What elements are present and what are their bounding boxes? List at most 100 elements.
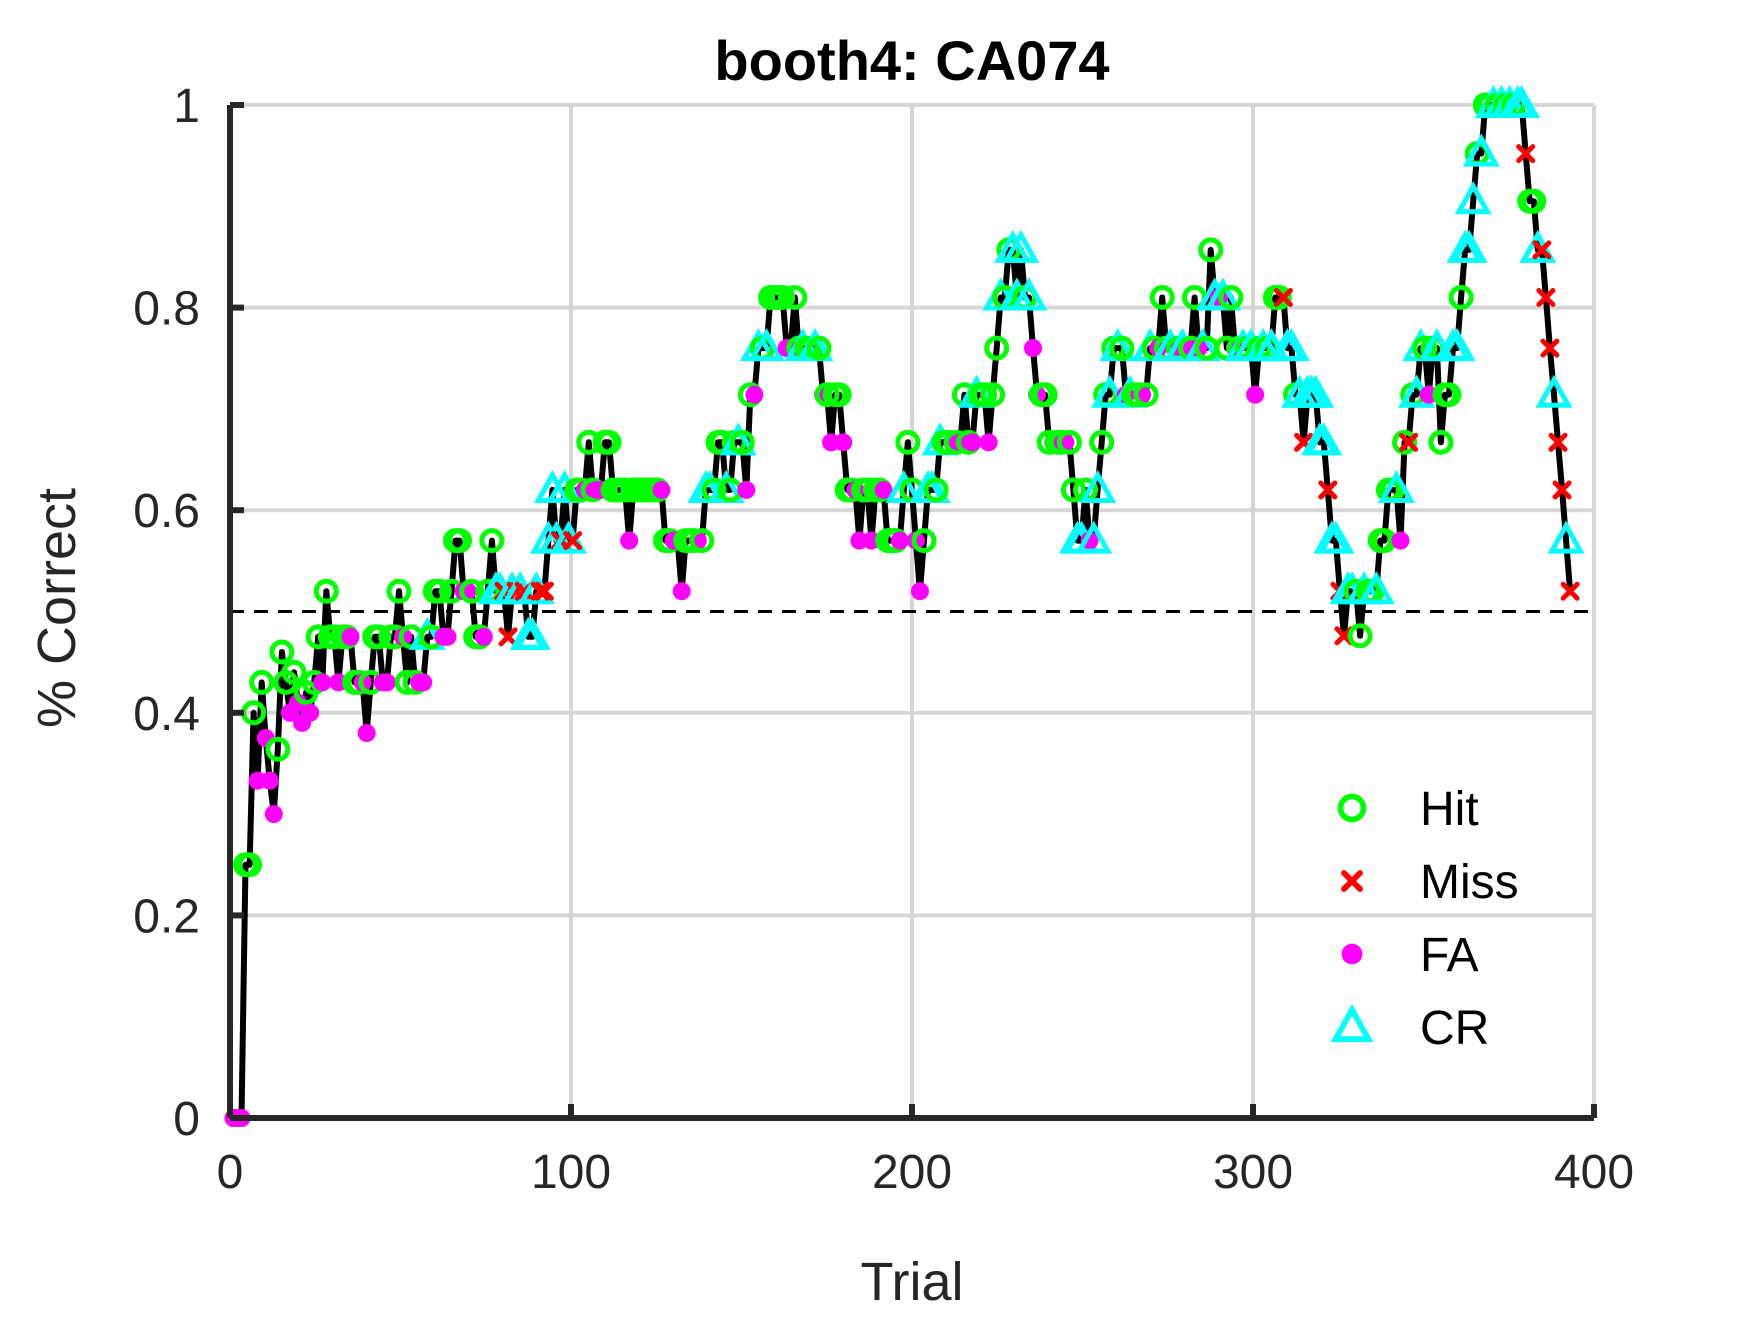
marker-hit	[1060, 477, 1086, 503]
marker-miss	[563, 531, 583, 551]
marker-cr	[1010, 277, 1048, 311]
marker-hit	[806, 335, 832, 361]
marker-miss-stroke	[1552, 480, 1572, 500]
marker-hit	[782, 284, 808, 310]
y-tick-label: 0.4	[133, 688, 200, 741]
marker-miss	[1516, 144, 1536, 164]
marker-cr	[1204, 277, 1242, 311]
marker-miss-stroke	[530, 581, 550, 601]
marker-hit	[459, 578, 485, 604]
marker-cr	[1091, 374, 1129, 408]
marker-cr	[1317, 520, 1355, 554]
marker-hit	[1436, 382, 1462, 408]
marker-hit	[980, 382, 1006, 408]
marker-fa	[357, 724, 376, 743]
marker-fa	[672, 582, 691, 601]
marker-hit	[1056, 429, 1082, 455]
marker-cr	[1438, 327, 1476, 362]
data-markers	[224, 84, 1585, 1127]
marker-fa	[438, 627, 457, 646]
marker-miss-stroke	[1294, 432, 1314, 452]
x-tick-label: 300	[1213, 1146, 1293, 1199]
marker-fa	[834, 433, 853, 452]
chart-title: booth4: CA074	[714, 29, 1109, 92]
marker-hit	[1109, 335, 1135, 361]
marker-miss	[1540, 338, 1560, 358]
marker-fa	[652, 480, 671, 499]
marker-fa	[910, 582, 929, 601]
marker-fa	[414, 673, 433, 692]
marker-hit	[1347, 623, 1373, 649]
marker-cr	[1547, 520, 1585, 554]
marker-cr	[885, 469, 923, 503]
x-tick-label: 0	[217, 1146, 244, 1199]
marker-hit	[447, 528, 473, 554]
marker-miss	[1273, 287, 1293, 307]
marker-miss-stroke	[534, 581, 554, 601]
marker-miss-stroke	[563, 531, 583, 551]
x-axis-label: Trial	[861, 1252, 964, 1312]
marker-miss-stroke	[1536, 287, 1556, 307]
marker-fa	[1391, 531, 1410, 550]
marker-fa	[264, 805, 283, 824]
marker-hit	[1089, 429, 1115, 455]
marker-miss	[1552, 480, 1572, 500]
marker-hit	[366, 624, 392, 650]
legend-label: CR	[1420, 1002, 1489, 1055]
legend-item-hit: Hit	[1337, 783, 1479, 836]
x-tick-label: 100	[531, 1146, 611, 1199]
marker-cr	[1079, 469, 1117, 503]
marker-miss	[1399, 432, 1419, 452]
marker-fa	[474, 627, 493, 646]
legend-item-miss: Miss	[1341, 856, 1519, 909]
marker-hit	[689, 528, 715, 554]
legend-item-cr: CR	[1330, 1002, 1489, 1055]
marker-hit	[984, 335, 1010, 361]
marker-miss	[498, 627, 518, 647]
marker-fa	[289, 693, 308, 712]
legend-label: Miss	[1420, 856, 1519, 909]
marker-miss-stroke	[1516, 144, 1536, 164]
legend: Hit Miss FA CR	[1330, 783, 1519, 1055]
legend-marker-miss-icon	[1341, 870, 1363, 892]
marker-hit	[237, 852, 263, 878]
marker-hit	[596, 429, 622, 455]
marker-hit	[305, 624, 331, 650]
marker-fa	[341, 627, 360, 646]
legend-marker-fa-icon	[1341, 943, 1363, 965]
marker-miss	[530, 581, 550, 601]
marker-cr	[747, 327, 785, 362]
legend-marker-cr-icon	[1330, 1003, 1374, 1042]
marker-fa	[313, 673, 332, 692]
marker-hit	[249, 669, 275, 695]
axes-lines	[227, 102, 1597, 1121]
legend-marker-hit-icon	[1337, 793, 1367, 823]
marker-hit	[770, 284, 796, 310]
marker-miss-stroke	[1399, 432, 1419, 452]
marker-hit	[281, 659, 307, 685]
marker-cr	[1305, 422, 1343, 456]
marker-hit	[1218, 284, 1244, 310]
marker-fa	[737, 480, 756, 499]
y-tick-label: 0	[173, 1093, 200, 1146]
marker-hit	[1448, 284, 1474, 310]
marker-fa	[260, 771, 279, 790]
tick-labels: 0 100 200 300 400 0 0.2 0.4 0.6 0.8 1	[133, 80, 1634, 1199]
marker-miss	[1318, 480, 1338, 500]
marker-miss-stroke	[498, 627, 518, 647]
x-tick-label: 400	[1554, 1146, 1634, 1199]
marker-hit	[386, 578, 412, 604]
marker-hit	[1266, 284, 1292, 310]
marker-hit	[265, 736, 291, 762]
marker-fa	[745, 385, 764, 404]
marker-cr	[1357, 571, 1395, 605]
marker-miss-stroke	[1273, 287, 1293, 307]
marker-miss-stroke	[1548, 432, 1568, 452]
marker-miss	[534, 581, 554, 601]
marker-cr	[1272, 327, 1310, 362]
y-tick-label: 0.2	[133, 890, 200, 943]
marker-hit	[269, 639, 295, 665]
marker-cr	[1297, 374, 1335, 408]
marker-fa	[979, 433, 998, 452]
